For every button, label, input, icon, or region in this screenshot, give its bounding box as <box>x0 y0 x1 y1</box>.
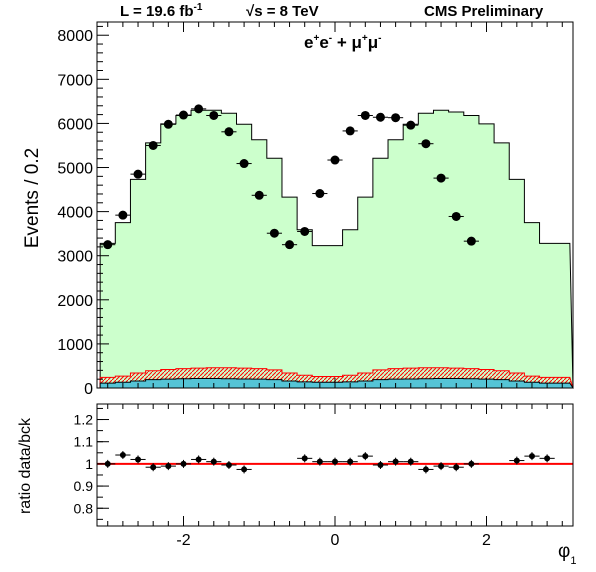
energy-label: √s = 8 TeV <box>246 3 319 20</box>
ratio-point <box>528 453 535 460</box>
top-y-tick-label: 1000 <box>57 337 93 354</box>
data-point <box>406 120 416 130</box>
top-layers <box>99 109 574 389</box>
ratio-point <box>453 464 460 471</box>
bottom-y-label: ratio data/bck <box>17 417 34 514</box>
x-tick-label: -2 <box>176 532 190 549</box>
ratio-point <box>180 460 187 467</box>
ratio-point <box>377 462 384 468</box>
ratio-point <box>347 458 354 465</box>
top-y-tick-label: 0 <box>84 381 93 398</box>
bottom-y-tick-label: 1 <box>85 456 93 472</box>
bottom-y-tick-label: 1.2 <box>74 412 94 428</box>
data-point <box>451 211 461 221</box>
x-axis-label: φ1 <box>558 541 576 567</box>
data-point <box>254 190 264 200</box>
top-y-tick-label: 7000 <box>57 72 93 89</box>
bottom-x-axis: -2 0 2 <box>107 404 563 549</box>
ratio-point <box>392 458 399 465</box>
top-y-tick-label: 6000 <box>57 116 93 133</box>
cms-label: CMS Preliminary <box>424 3 544 20</box>
ratio-point <box>225 462 232 468</box>
ratio-point <box>438 463 445 470</box>
data-point <box>436 173 446 183</box>
data-point <box>345 126 355 136</box>
top-y-tick-label: 2000 <box>57 293 93 310</box>
ratio-point <box>407 458 414 465</box>
top-y-tick-label: 4000 <box>57 205 93 222</box>
ratio-point <box>468 460 475 467</box>
ratio-point <box>210 458 217 465</box>
ratio-point <box>513 457 520 464</box>
background-cyan-histogram <box>99 378 574 389</box>
x-tick-label: 0 <box>331 532 340 549</box>
ratio-point <box>119 452 126 459</box>
ratio-point <box>332 458 338 465</box>
ratio-point <box>544 455 551 462</box>
ratio-point <box>135 456 142 463</box>
data-point <box>285 240 295 250</box>
bottom-y-axis: 0.8 0.9 1 1.1 1.2 <box>74 407 109 520</box>
top-y-tick-label: 8000 <box>57 28 93 45</box>
data-point <box>269 228 279 238</box>
ratio-point <box>301 455 308 462</box>
lumi-label: L = 19.6 fb-1 <box>120 2 203 20</box>
ratio-point <box>422 466 429 473</box>
top-y-tick-label: 5000 <box>57 161 93 178</box>
bottom-y-tick-label: 0.8 <box>74 500 94 516</box>
bottom-y-tick-label: 0.9 <box>74 478 94 494</box>
bottom-panel: 0.8 0.9 1 1.1 1.2 -2 0 2 ratio data/bck φ1 <box>17 403 576 567</box>
data-point <box>103 240 113 250</box>
data-point <box>391 113 401 123</box>
ratio-point <box>362 453 369 460</box>
data-point <box>118 210 128 220</box>
data-point <box>421 139 431 149</box>
top-x-ticks <box>107 22 563 388</box>
data-point <box>163 119 173 129</box>
top-y-label: Events / 0.2 <box>22 148 43 248</box>
top-y-axis: 0 1000 2000 3000 4000 5000 6000 7000 8000 <box>57 25 109 398</box>
data-point <box>178 110 188 120</box>
data-point <box>466 236 476 246</box>
data-point <box>133 169 143 179</box>
data-point <box>360 110 370 120</box>
ratio-point <box>241 466 248 473</box>
top-y-tick-label: 3000 <box>57 249 93 266</box>
bottom-y-tick-label: 1.1 <box>74 434 94 450</box>
top-data-points <box>100 104 479 250</box>
data-point <box>239 159 249 169</box>
ratio-point <box>165 463 172 470</box>
ratio-point <box>150 464 157 471</box>
ratio-point <box>316 458 323 465</box>
data-point <box>300 226 310 236</box>
data-point <box>330 155 340 165</box>
ratio-points <box>100 451 555 474</box>
top-panel: 0 1000 2000 3000 4000 5000 6000 7000 8000 e+e- +… <box>22 21 574 398</box>
data-point <box>209 110 219 120</box>
x-tick-label: 2 <box>482 532 491 549</box>
ratio-point <box>195 456 202 463</box>
data-point <box>194 104 204 114</box>
data-point <box>224 127 234 137</box>
data-point <box>315 189 325 199</box>
data-point <box>148 140 158 150</box>
mc-total-histogram <box>99 109 574 389</box>
channel-label: e+e- + μ+μ- <box>304 33 382 52</box>
data-point <box>375 112 385 122</box>
